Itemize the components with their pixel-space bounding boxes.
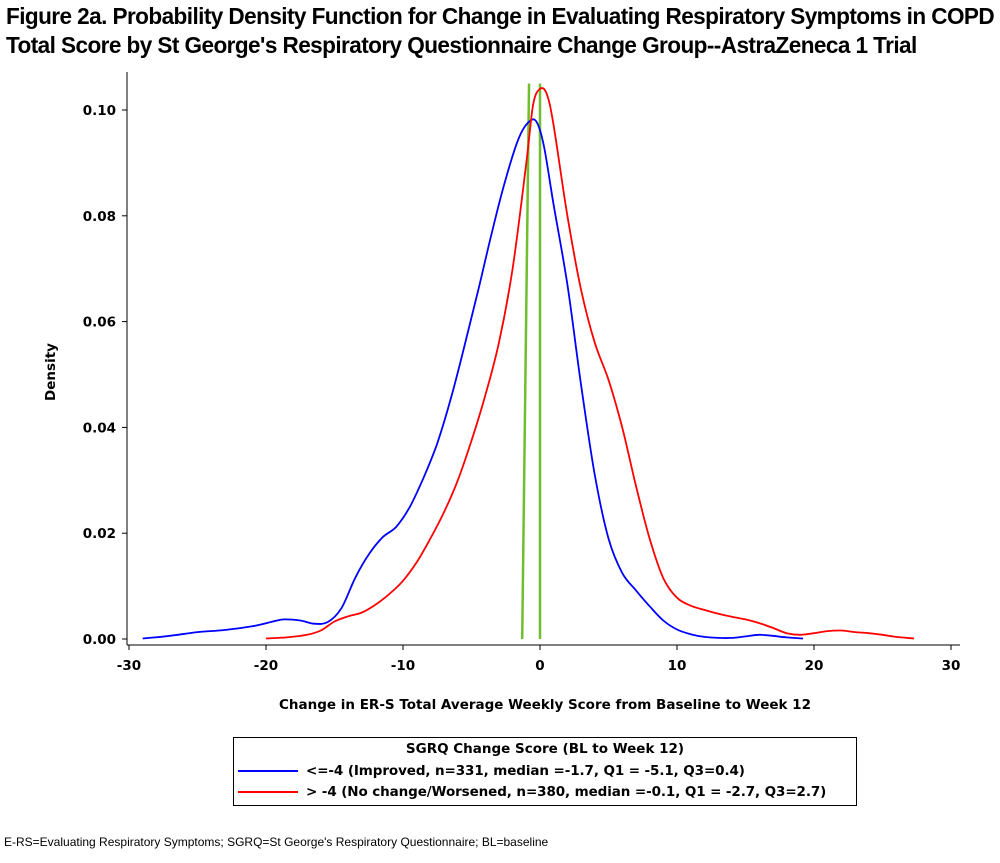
legend-item-worsened: > -4 (No change/Worsened, n=380, median … — [238, 782, 826, 802]
x-tick-label: 0 — [535, 658, 544, 674]
series-line-worsened — [265, 87, 915, 640]
series-lines — [142, 87, 915, 640]
y-tick-label: 0.02 — [83, 526, 116, 542]
y-tick-label: 0.06 — [83, 315, 116, 331]
chart-title: Figure 2a. Probability Density Function … — [6, 2, 995, 60]
axes: 0.00 0.02 0.04 0.06 0.08 0.10 -30 -20 -10 0 10 20 30 — [83, 72, 961, 674]
y-tick-label: 0.04 — [83, 420, 116, 436]
chart-title-line-2: Total Score by St George's Respiratory Q… — [6, 32, 917, 58]
legend-swatch-improved — [238, 770, 298, 772]
x-tick-label: -10 — [391, 658, 415, 674]
legend: SGRQ Change Score (BL to Week 12) <=-4 (… — [233, 737, 857, 806]
x-axis-title: Change in ER-S Total Average Weekly Scor… — [279, 697, 811, 713]
legend-label-worsened: > -4 (No change/Worsened, n=380, median … — [306, 784, 827, 800]
y-tick-label: 0.08 — [83, 209, 116, 225]
x-tick-label: 20 — [805, 658, 824, 674]
footnote: E-RS=Evaluating Respiratory Symptoms; SG… — [4, 835, 549, 849]
reference-line-1 — [520, 83, 531, 640]
series-line-improved — [142, 118, 804, 640]
x-tick-label: 30 — [942, 658, 961, 674]
x-tick-label: 10 — [668, 658, 687, 674]
y-axis-title: Density — [43, 343, 59, 401]
legend-label-improved: <=-4 (Improved, n=331, median =-1.7, Q1 … — [306, 763, 745, 779]
y-tick-label: 0.00 — [83, 632, 116, 648]
legend-swatch-worsened — [238, 791, 298, 793]
legend-title: SGRQ Change Score (BL to Week 12) — [405, 741, 685, 757]
reference-lines — [520, 83, 542, 640]
x-tick-label: -30 — [117, 658, 141, 674]
y-tick-label: 0.10 — [83, 103, 116, 119]
chart-title-line-1: Figure 2a. Probability Density Function … — [6, 3, 995, 29]
x-tick-label: -20 — [254, 658, 278, 674]
legend-item-improved: <=-4 (Improved, n=331, median =-1.7, Q1 … — [238, 761, 745, 781]
